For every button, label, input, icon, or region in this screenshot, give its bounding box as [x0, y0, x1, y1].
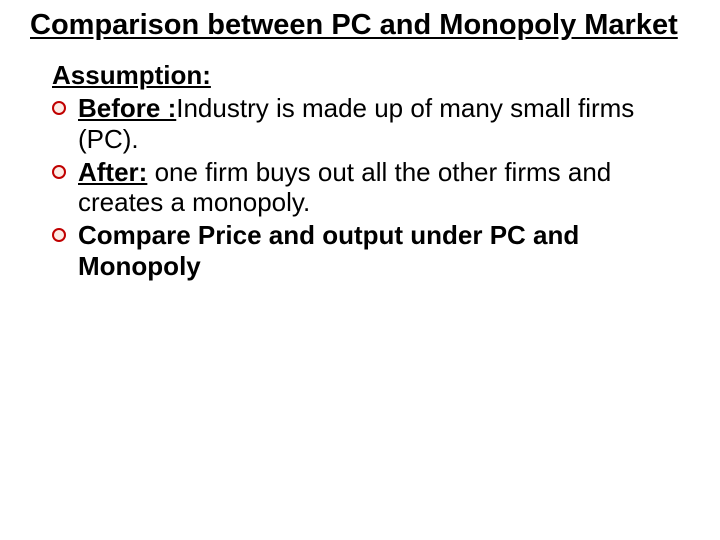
- list-item: After: one firm buys out all the other f…: [52, 157, 690, 218]
- slide: Comparison between PC and Monopoly Marke…: [0, 0, 720, 540]
- item-lead: After:: [78, 157, 147, 187]
- item-lead: Before :: [78, 93, 176, 123]
- bullet-icon: [52, 228, 66, 242]
- list-item: Before :Industry is made up of many smal…: [52, 93, 690, 154]
- bullet-list: Before :Industry is made up of many smal…: [52, 93, 690, 281]
- list-item: Compare Price and output under PC and Mo…: [52, 220, 690, 281]
- item-text: one firm buys out all the other firms an…: [78, 157, 611, 218]
- item-text: Compare Price and output under PC and Mo…: [78, 220, 579, 281]
- slide-body: Assumption: Before :Industry is made up …: [30, 60, 690, 281]
- subhead-assumption: Assumption:: [52, 60, 690, 91]
- bullet-icon: [52, 165, 66, 179]
- bullet-icon: [52, 101, 66, 115]
- item-spacer: [147, 157, 154, 187]
- slide-title: Comparison between PC and Monopoly Marke…: [30, 8, 690, 42]
